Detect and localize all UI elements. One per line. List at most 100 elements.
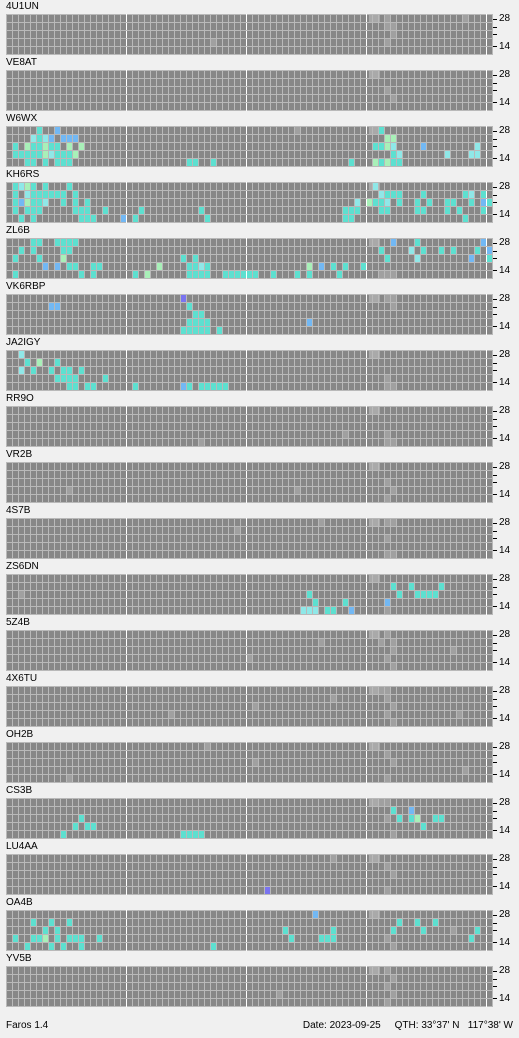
station-callsign: ZL6B [6,225,30,236]
band-tick [493,830,497,831]
signal-cell [391,551,396,558]
signal-cell [199,263,204,270]
signal-cell [385,655,390,662]
band-tick [493,867,497,868]
signal-cell [343,263,348,270]
propagation-grid [6,406,493,447]
signal-cell [31,215,36,222]
signal-cell [73,151,78,158]
signal-cell [385,631,390,638]
band-tick [493,307,497,308]
signal-cell [379,159,384,166]
band-tick [493,131,497,132]
signal-cell [385,135,390,142]
band-label-bottom: 14 [499,713,511,724]
signal-cell [343,431,348,438]
band-tick [493,986,497,987]
signal-cell [223,383,228,390]
band-tick [493,467,497,468]
band-label-bottom: 14 [499,153,511,164]
band-tick [493,579,497,580]
propagation-grid [6,854,493,895]
signal-cell [85,215,90,222]
date-label: Date: [302,1020,327,1031]
signal-cell [469,255,474,262]
signal-cell [391,159,396,166]
signal-cell [43,159,48,166]
signal-cell [19,591,24,598]
band-label-top: 28 [499,685,511,696]
signal-cell [157,263,162,270]
station-kh6rs: KH6RS 28 14 [0,168,519,224]
band-tick [493,691,497,692]
band-label-bottom: 14 [499,489,511,500]
signal-cell [301,607,306,614]
signal-cell [391,943,396,950]
signal-cell [61,151,66,158]
signal-cell [451,199,456,206]
signal-cell [415,919,420,926]
signal-cell [187,271,192,278]
signal-cell [391,487,396,494]
signal-cell [313,607,318,614]
band-label-bottom: 14 [499,545,511,556]
signal-cell [187,831,192,838]
band-tick [493,426,497,427]
band-label-top: 28 [499,797,511,808]
signal-cell [25,191,30,198]
signal-cell [409,807,414,814]
signal-cell [421,191,426,198]
signal-cell [295,487,300,494]
signal-cell [379,639,384,646]
signal-cell [385,687,390,694]
signal-cell [85,199,90,206]
signal-cell [13,143,18,150]
signal-cell [97,263,102,270]
band-tick [493,270,497,271]
propagation-grid [6,686,493,727]
band-tick [493,90,497,91]
signal-cell [481,239,486,246]
signal-cell [391,663,396,670]
signal-cell [43,183,48,190]
signal-cell [145,271,150,278]
signal-cell [475,143,480,150]
signal-cell [313,599,318,606]
signal-cell [199,831,204,838]
signal-cell [385,799,390,806]
signal-cell [73,191,78,198]
signal-cell [43,263,48,270]
propagation-grid [6,126,493,167]
band-label-bottom: 14 [499,657,511,668]
signal-cell [199,327,204,334]
band-tick [493,874,497,875]
signal-cell [421,927,426,934]
signal-cell [385,191,390,198]
station-callsign: YV5B [6,953,32,964]
band-tick [493,363,497,364]
signal-cell [385,775,390,782]
signal-cell [277,991,282,998]
band-label-top: 28 [499,13,511,24]
signal-cell [385,967,390,974]
signal-cell [385,375,390,382]
signal-cell [487,199,492,206]
signal-cell [469,191,474,198]
signal-cell [409,583,414,590]
signal-cell [37,359,42,366]
signal-cell [25,159,30,166]
signal-cell [25,359,30,366]
signal-cell [31,143,36,150]
signal-cell [391,583,396,590]
signal-cell [415,239,420,246]
signal-cell [67,919,72,926]
signal-cell [355,207,360,214]
signal-cell [385,199,390,206]
band-tick [493,886,497,887]
signal-cell [385,935,390,942]
signal-cell [487,247,492,254]
signal-cell [67,367,72,374]
band-tick [493,258,497,259]
band-label-bottom: 14 [499,209,511,220]
signal-cell [73,135,78,142]
